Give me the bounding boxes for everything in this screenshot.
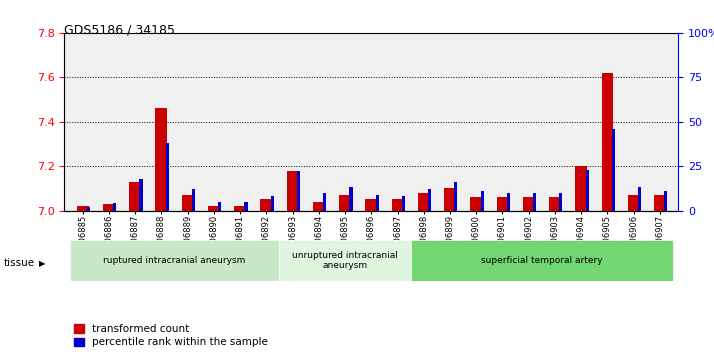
Bar	[349, 187, 353, 211]
Bar	[585, 170, 588, 211]
Bar	[69, 240, 279, 281]
Bar	[507, 193, 510, 211]
Bar	[366, 199, 377, 211]
Bar	[261, 199, 272, 211]
Bar	[339, 195, 351, 211]
Bar	[575, 166, 587, 211]
Text: tissue: tissue	[4, 258, 35, 268]
Bar	[87, 207, 90, 211]
Bar	[391, 199, 403, 211]
Text: unruptured intracranial
aneurysm: unruptured intracranial aneurysm	[292, 251, 398, 270]
Bar	[244, 202, 248, 211]
Bar	[481, 191, 483, 211]
Bar	[166, 143, 169, 211]
Bar	[297, 171, 300, 211]
Bar	[559, 193, 563, 211]
Bar	[533, 193, 536, 211]
Bar	[523, 197, 535, 211]
Bar	[654, 195, 666, 211]
Bar	[103, 204, 115, 211]
Bar	[218, 202, 221, 211]
Bar	[271, 196, 273, 211]
Bar	[376, 195, 378, 211]
Bar	[181, 195, 193, 211]
Bar	[279, 240, 411, 281]
Bar	[664, 191, 668, 211]
Text: GDS5186 / 34185: GDS5186 / 34185	[64, 24, 175, 37]
Bar	[286, 171, 298, 211]
Text: superficial temporal artery: superficial temporal artery	[481, 256, 603, 265]
Bar	[192, 189, 195, 211]
Bar	[129, 182, 141, 211]
Bar	[323, 193, 326, 211]
Bar	[418, 193, 430, 211]
Bar	[208, 206, 220, 211]
Text: ruptured intracranial aneurysm: ruptured intracranial aneurysm	[104, 256, 246, 265]
Bar	[496, 197, 508, 211]
Bar	[114, 203, 116, 211]
Bar	[234, 206, 246, 211]
Bar	[428, 189, 431, 211]
Bar	[628, 195, 640, 211]
Bar	[471, 197, 482, 211]
Bar	[402, 196, 405, 211]
Bar	[411, 240, 673, 281]
Bar	[76, 206, 89, 211]
Bar	[454, 182, 458, 211]
Bar	[612, 129, 615, 211]
Text: ▶: ▶	[39, 259, 46, 268]
Bar	[549, 197, 561, 211]
Bar	[444, 188, 456, 211]
Bar	[601, 73, 613, 211]
Bar	[638, 187, 641, 211]
Legend: transformed count, percentile rank within the sample: transformed count, percentile rank withi…	[69, 320, 273, 352]
Bar	[156, 108, 167, 211]
Bar	[313, 202, 325, 211]
Bar	[139, 179, 143, 211]
